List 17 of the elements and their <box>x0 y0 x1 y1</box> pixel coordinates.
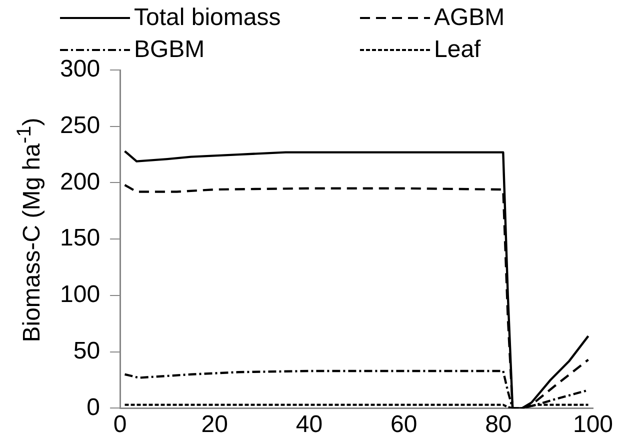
x-tick-label: 0 <box>113 411 127 438</box>
x-tick-label: 60 <box>390 411 418 438</box>
legend-label: Total biomass <box>134 4 281 32</box>
y-tick-label: 300 <box>60 56 100 83</box>
legend-label: Leaf <box>434 36 481 64</box>
legend-label: BGBM <box>134 36 205 64</box>
y-tick-label: 50 <box>73 337 100 364</box>
y-tick-label: 0 <box>86 394 100 421</box>
legend-label: AGBM <box>434 4 505 32</box>
y-tick-label: 150 <box>60 224 100 252</box>
x-tick-label: 80 <box>485 411 512 438</box>
y-tick-label: 100 <box>60 281 100 308</box>
x-tick-label: 20 <box>201 411 228 438</box>
x-tick-label: 100 <box>572 411 614 438</box>
y-tick-label: 250 <box>60 112 100 139</box>
x-tick-label: 40 <box>296 411 323 438</box>
y-tick-label: 200 <box>60 168 100 196</box>
